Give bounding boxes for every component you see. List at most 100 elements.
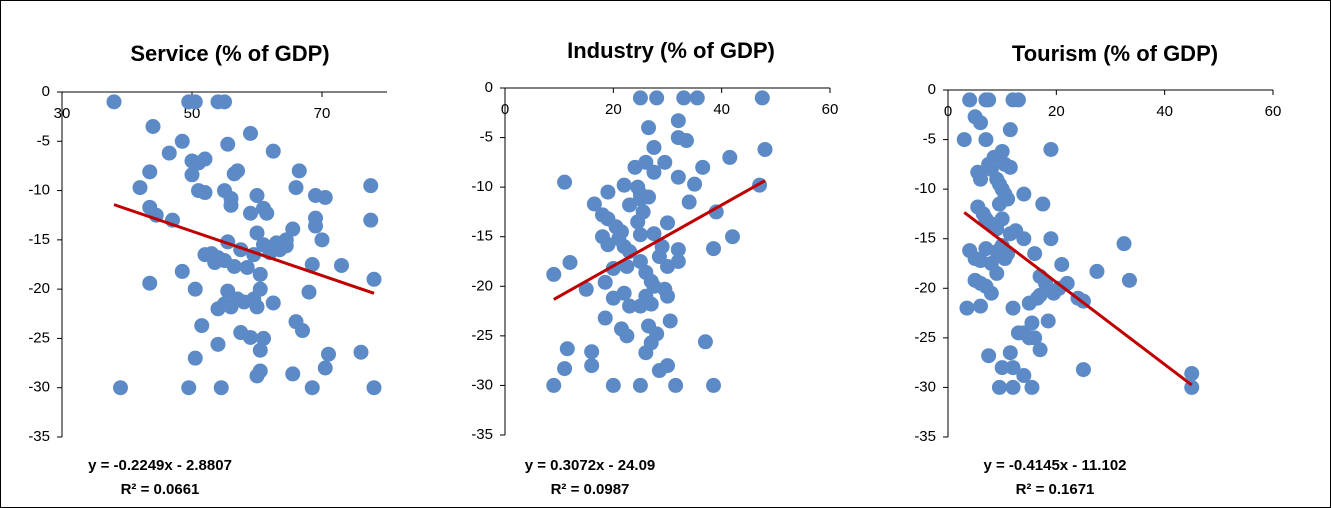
y-tick-label: 0: [42, 83, 50, 100]
point: [722, 149, 738, 165]
point: [670, 113, 686, 129]
point: [757, 141, 773, 157]
y-tick-label: -20: [914, 279, 936, 296]
point: [991, 379, 1007, 395]
point: [1121, 272, 1137, 288]
point: [562, 254, 578, 270]
point: [632, 90, 648, 106]
point: [1089, 263, 1105, 279]
point: [249, 188, 265, 203]
point: [174, 263, 190, 279]
y-tick-label: -30: [914, 378, 936, 395]
y-tick-label: -35: [471, 426, 493, 443]
point: [1184, 366, 1200, 382]
point: [670, 242, 686, 258]
point: [317, 189, 333, 205]
point: [210, 336, 226, 352]
y-tick-label: -15: [471, 228, 493, 245]
point: [1027, 330, 1043, 346]
point: [649, 90, 665, 106]
point: [586, 196, 602, 212]
point: [678, 133, 694, 149]
point: [106, 94, 122, 110]
point: [1040, 313, 1056, 329]
y-tick-label: -10: [914, 180, 936, 197]
point: [314, 232, 330, 248]
point: [994, 143, 1010, 159]
point: [973, 171, 988, 187]
point: [584, 344, 600, 360]
point: [213, 380, 229, 396]
point: [584, 358, 600, 374]
point: [363, 178, 379, 194]
point: [1005, 379, 1021, 395]
point: [983, 285, 999, 301]
point: [557, 174, 573, 190]
point: [991, 196, 1007, 212]
point: [321, 346, 336, 362]
r-squared: R² = 0.0987: [551, 481, 630, 498]
y-tick-label: -5: [923, 131, 936, 148]
y-tick-label: -35: [914, 428, 936, 445]
point: [278, 238, 294, 254]
point: [252, 281, 268, 297]
point: [697, 334, 713, 350]
point: [959, 300, 975, 316]
point: [600, 184, 616, 200]
point: [197, 185, 213, 201]
point: [197, 151, 213, 167]
trendline: [963, 211, 1193, 387]
y-tick-label: 0: [485, 79, 493, 96]
point: [632, 227, 648, 243]
point: [657, 281, 673, 297]
point: [256, 330, 271, 346]
point: [184, 167, 200, 183]
y-tick-label: -10: [28, 182, 50, 199]
point: [622, 298, 638, 314]
y-tick-label: -25: [28, 329, 50, 346]
point: [619, 258, 635, 274]
point: [706, 241, 722, 257]
point: [578, 281, 594, 297]
point: [557, 361, 573, 377]
point: [132, 180, 148, 196]
point: [187, 281, 203, 297]
point: [989, 265, 1005, 281]
point: [1010, 92, 1026, 108]
point: [706, 377, 722, 393]
point: [181, 380, 197, 396]
point: [681, 194, 697, 210]
x-tick-label: 40: [713, 101, 730, 118]
r-squared: R² = 0.0661: [121, 481, 200, 498]
point: [619, 328, 635, 344]
point: [317, 360, 333, 376]
point: [113, 380, 128, 396]
point: [695, 159, 711, 175]
point: [363, 212, 379, 228]
point: [708, 204, 724, 220]
point: [1024, 315, 1040, 331]
point: [646, 139, 662, 155]
point: [605, 377, 621, 393]
point: [291, 163, 307, 179]
point: [239, 259, 255, 275]
point: [670, 254, 686, 269]
point: [635, 204, 651, 220]
point: [220, 136, 236, 152]
point: [973, 115, 988, 131]
point: [194, 318, 210, 334]
point: [1035, 196, 1051, 212]
point: [616, 177, 632, 193]
point: [217, 296, 232, 312]
point: [145, 119, 161, 134]
point: [597, 274, 613, 290]
point: [641, 189, 657, 205]
chart-title: Tourism (% of GDP): [1012, 41, 1218, 66]
point: [981, 348, 997, 364]
point: [295, 323, 310, 339]
y-tick-label: -35: [28, 428, 50, 445]
point: [1059, 275, 1075, 291]
x-tick-label: 20: [605, 101, 622, 118]
point: [1032, 342, 1048, 358]
